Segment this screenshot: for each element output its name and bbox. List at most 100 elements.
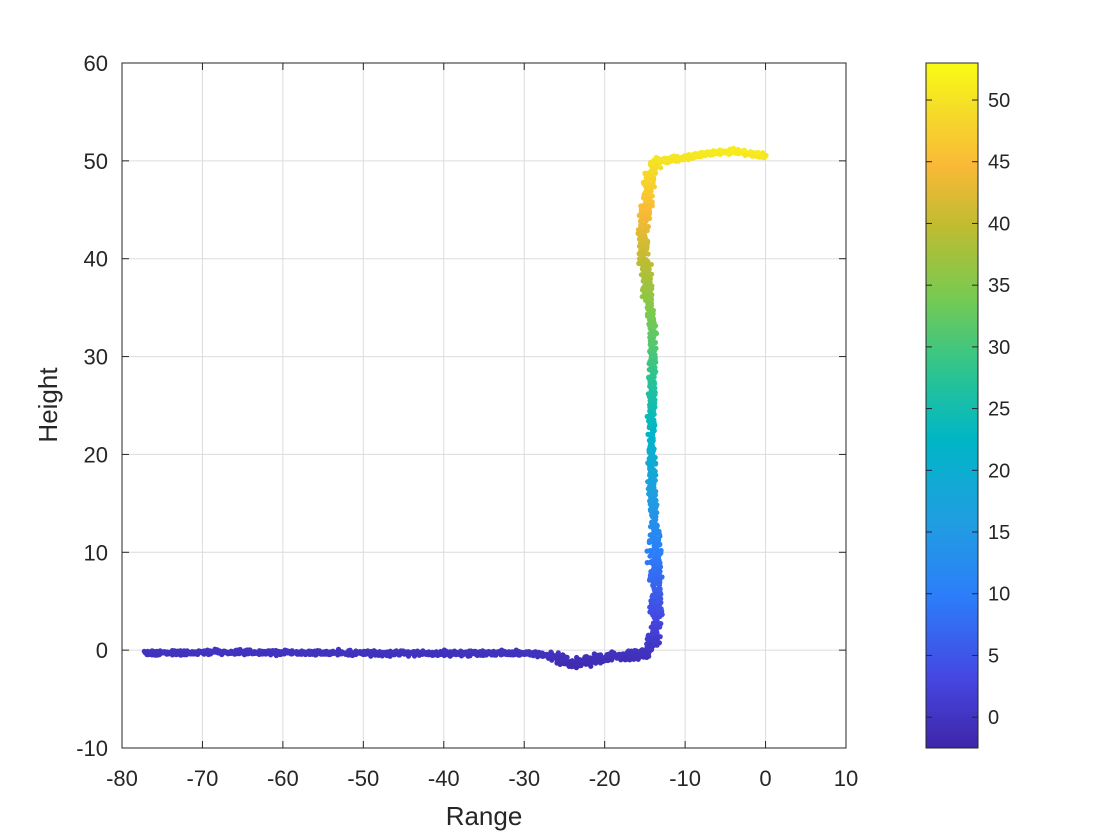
data-point — [648, 168, 654, 174]
x-tick-label: -70 — [187, 766, 219, 791]
data-point — [647, 320, 653, 326]
data-point — [651, 585, 657, 591]
data-point — [390, 650, 396, 656]
data-point — [652, 422, 658, 428]
data-point — [399, 650, 405, 657]
data-point — [266, 649, 272, 655]
data-point — [643, 188, 650, 194]
data-point — [633, 648, 639, 654]
data-point — [650, 180, 656, 186]
data-point — [339, 650, 345, 657]
data-point — [546, 652, 552, 658]
data-point — [318, 651, 324, 657]
data-point — [650, 458, 656, 464]
y-axis-ticks: -10 0 10 20 30 40 50 60 — [76, 51, 846, 761]
x-tick-label: 0 — [759, 766, 771, 791]
data-point — [153, 649, 160, 655]
x-tick-label: -50 — [347, 766, 379, 791]
data-point — [748, 149, 754, 155]
data-point — [403, 650, 409, 657]
data-point — [707, 151, 713, 157]
colorbar-tick-label: 30 — [988, 337, 1010, 359]
x-axis-ticks: -80 -70 -60 -50 -40 -30 -20 -10 0 10 — [106, 63, 858, 791]
data-point — [216, 649, 222, 655]
data-point — [585, 657, 591, 663]
data-point — [646, 296, 653, 302]
data-point — [649, 417, 656, 423]
data-point — [335, 652, 341, 658]
data-point — [476, 651, 482, 657]
data-point — [650, 609, 656, 615]
data-point — [509, 649, 515, 655]
data-point — [411, 649, 417, 655]
data-point — [651, 615, 657, 621]
data-point — [652, 477, 658, 483]
data-point — [647, 308, 654, 314]
data-point — [523, 649, 530, 655]
data-point — [527, 652, 533, 658]
data-point — [193, 649, 199, 656]
data-point — [650, 449, 656, 455]
data-point — [638, 241, 644, 247]
data-point — [641, 216, 648, 222]
data-point — [648, 368, 654, 374]
data-point — [326, 651, 333, 657]
data-point — [681, 156, 687, 162]
data-point — [645, 251, 651, 257]
data-point — [651, 407, 657, 413]
data-point — [650, 632, 656, 638]
data-point — [557, 661, 563, 668]
data-point — [450, 651, 457, 657]
data-point — [650, 391, 656, 397]
data-point — [676, 155, 682, 161]
data-point — [642, 264, 648, 270]
data-point — [566, 663, 572, 669]
data-point — [649, 271, 655, 277]
colorbar-tick-label: 0 — [988, 707, 999, 729]
data-point — [369, 650, 375, 656]
data-point — [650, 620, 657, 626]
data-point — [423, 651, 429, 657]
data-point — [658, 606, 664, 612]
data-point — [256, 651, 262, 657]
data-point — [651, 515, 657, 521]
data-point — [652, 170, 659, 176]
data-point — [293, 649, 299, 655]
data-point — [176, 649, 182, 655]
y-tick-label: 50 — [84, 149, 108, 174]
data-point — [749, 153, 756, 159]
data-point — [648, 573, 654, 579]
data-point — [248, 650, 254, 656]
data-point — [651, 489, 658, 495]
colorbar-tick-label: 5 — [988, 645, 999, 667]
data-point — [650, 353, 656, 359]
data-point — [650, 551, 656, 557]
data-point — [502, 650, 508, 656]
data-point — [654, 599, 660, 605]
data-point — [648, 423, 654, 429]
data-point — [649, 193, 655, 199]
data-point — [649, 184, 655, 190]
plot-frame — [121, 62, 847, 749]
data-point — [648, 480, 654, 486]
data-point — [640, 650, 646, 656]
data-point — [616, 651, 623, 657]
data-point — [376, 652, 382, 658]
data-point — [648, 494, 654, 500]
data-point — [642, 294, 648, 300]
colorbar-tick-label: 25 — [988, 399, 1010, 421]
data-point — [650, 435, 656, 441]
data-point — [641, 179, 647, 185]
data-point — [742, 152, 748, 159]
data-point — [722, 149, 728, 155]
data-point — [305, 649, 311, 655]
data-point — [653, 162, 659, 168]
data-point — [649, 598, 655, 604]
data-point — [647, 559, 653, 566]
data-point — [656, 531, 663, 538]
data-point — [549, 657, 555, 663]
data-point — [665, 158, 671, 164]
data-point — [653, 369, 659, 375]
data-point — [490, 651, 497, 657]
x-tick-label: 10 — [834, 766, 858, 791]
